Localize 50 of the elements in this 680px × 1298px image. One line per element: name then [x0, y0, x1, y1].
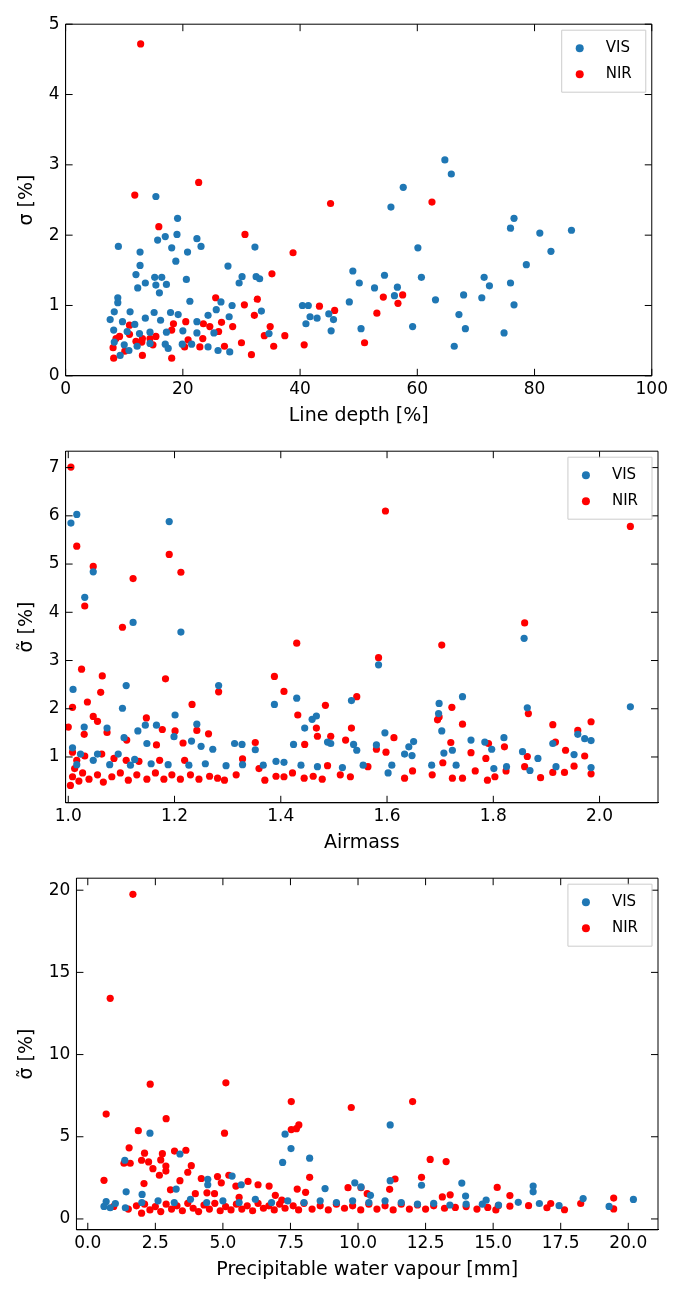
legend-label: VIS — [611, 465, 637, 484]
y-axis-title: σ [%] — [14, 174, 37, 226]
x-tick-label: 2.0 — [586, 805, 614, 826]
x-tick-label: 1.2 — [161, 805, 189, 826]
x-tick-label: 20.0 — [609, 1232, 648, 1253]
x-tick-label: 1.6 — [373, 805, 401, 826]
legend-label: NIR — [611, 918, 639, 937]
y-axis-title: σ̃ [%] — [14, 601, 37, 653]
x-tick-label: 10.0 — [339, 1232, 377, 1253]
y-tick-label: 5 — [48, 12, 60, 33]
x-tick-label: 80 — [523, 378, 546, 399]
x-tick-label: 5.0 — [209, 1232, 237, 1253]
x-tick-label: 1.4 — [267, 805, 295, 826]
legend-label: VIS — [611, 892, 637, 911]
y-tick-label: 5 — [48, 552, 60, 573]
x-tick-label: 0.0 — [74, 1232, 102, 1253]
x-tick-label: 1.0 — [54, 805, 82, 826]
y-tick-label: 20 — [48, 878, 71, 899]
y-tick-label: 3 — [48, 153, 60, 174]
legend-label: NIR — [611, 491, 639, 510]
y-tick-label: 6 — [48, 504, 60, 525]
x-tick-label: 40 — [289, 378, 311, 399]
y-tick-label: 2 — [48, 697, 60, 718]
y-tick-label: 5 — [59, 1125, 71, 1146]
y-tick-label: 0 — [59, 1207, 71, 1228]
y-tick-label: 3 — [48, 648, 60, 669]
x-tick-label: 15.0 — [474, 1232, 513, 1253]
y-tick-label: 4 — [48, 600, 60, 621]
y-tick-label: 10 — [48, 1043, 71, 1063]
y-tick-label: 1 — [48, 293, 60, 314]
x-tick-label: 1.8 — [479, 805, 507, 826]
y-tick-label: 2 — [48, 223, 60, 244]
legend-label: VIS — [605, 38, 630, 57]
x-tick-label: 7.5 — [276, 1232, 304, 1253]
x-axis-title: Airmass — [323, 829, 400, 852]
y-tick-label: 4 — [48, 82, 60, 103]
y-tick-label: 15 — [48, 960, 71, 981]
x-tick-label: 2.5 — [141, 1232, 169, 1253]
y-tick-label: 7 — [48, 456, 60, 477]
x-tick-label: 17.5 — [541, 1232, 580, 1253]
x-tick-label: 60 — [406, 378, 429, 399]
x-tick-label: 12.5 — [406, 1232, 445, 1253]
y-tick-label: 1 — [48, 745, 60, 766]
y-axis-title: σ̃ [%] — [14, 1028, 37, 1080]
x-tick-label: 20 — [172, 378, 194, 399]
x-tick-label: 100 — [635, 378, 668, 399]
legend-label: NIR — [605, 64, 632, 83]
x-axis-title: Precipitable water vapour [mm] — [216, 1256, 519, 1279]
x-axis-title: Line depth [%] — [288, 402, 429, 425]
y-tick-label: 0 — [48, 364, 60, 385]
